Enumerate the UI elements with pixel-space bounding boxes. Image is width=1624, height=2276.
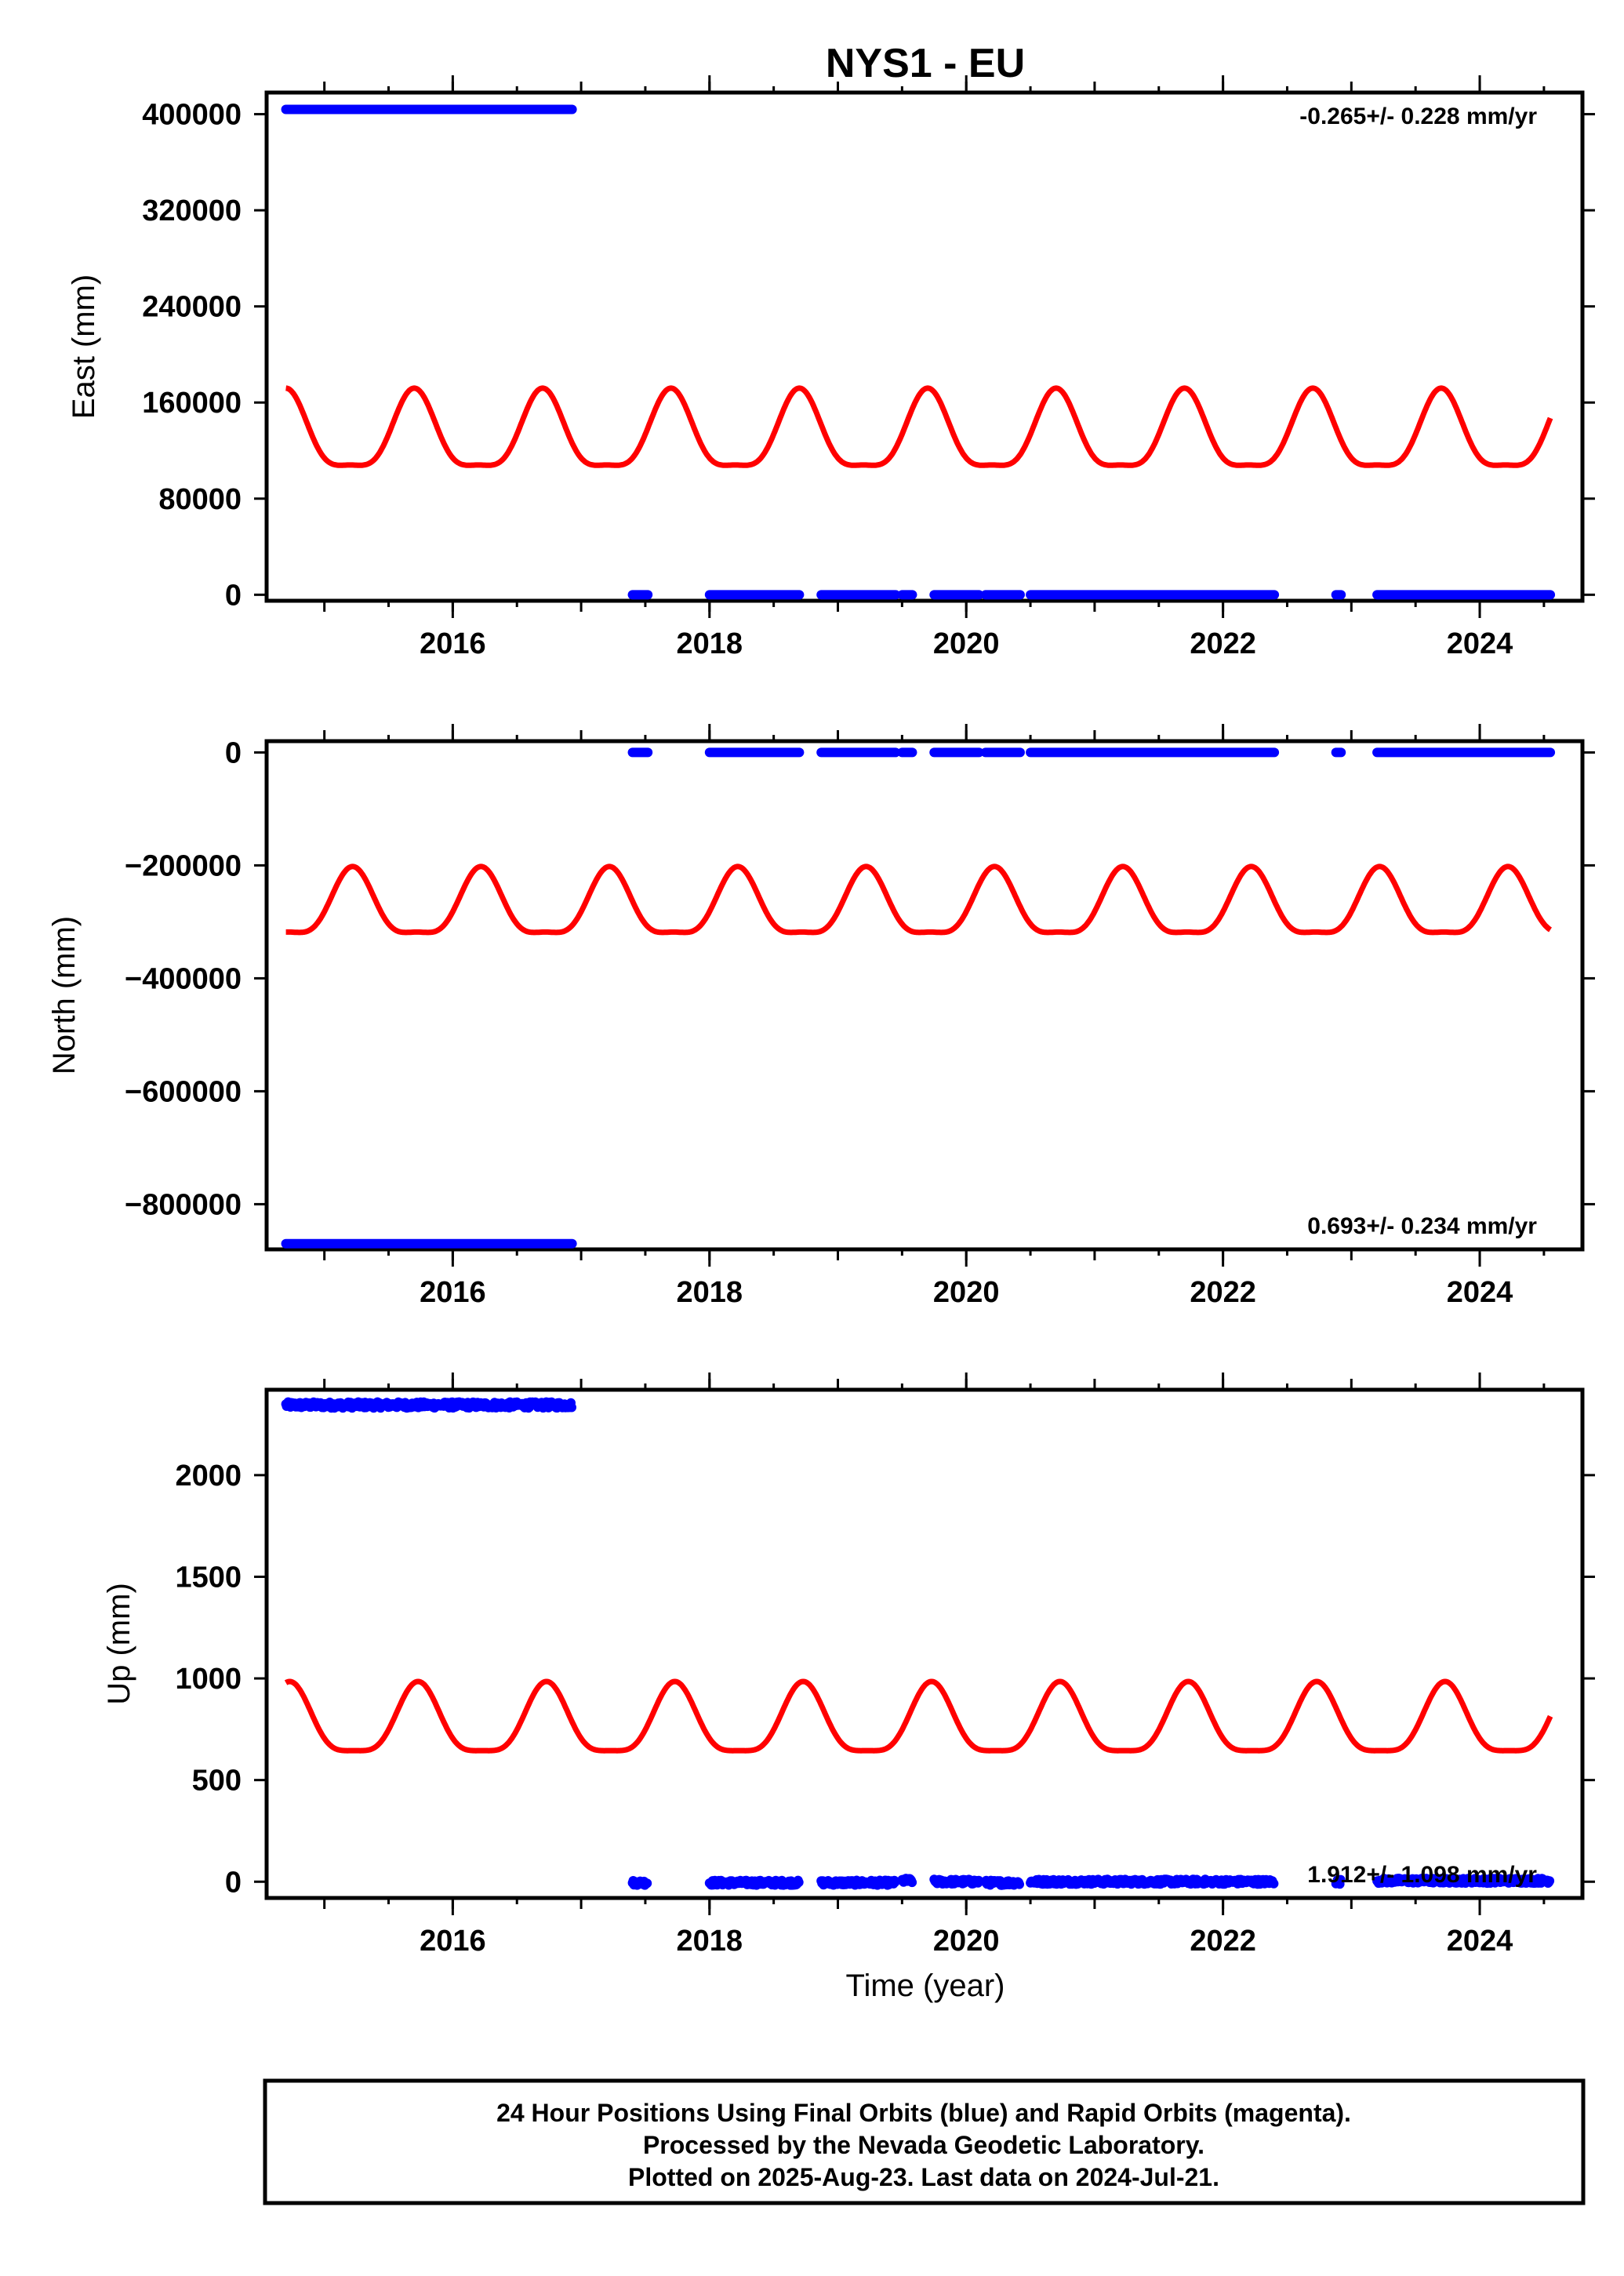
final-orbit-points [627,1876,652,1890]
plot-area-up [281,1397,1555,1890]
plot-area-east [281,104,1556,600]
footer-line-1: 24 Hour Positions Using Final Orbits (bl… [496,2099,1351,2127]
x-tick-label: 2020 [933,1276,1000,1309]
final-orbit-points [1331,1874,1346,1889]
y-tick-label: −600000 [125,1075,242,1108]
x-axis-label: Time (year) [846,1969,1005,2003]
x-tick-label: 2016 [420,1276,486,1309]
y-tick-label: 320000 [142,195,242,227]
final-orbit-point [1335,1874,1346,1885]
y-tick-label: 0 [225,736,242,769]
footer-box: 24 Hour Positions Using Final Orbits (bl… [263,2078,1586,2205]
plot-area-north [281,747,1556,1249]
model-curve-north [284,863,1553,936]
x-tick-label: 2016 [420,627,486,660]
panel-north: 2016 2018 2020 2022 2024 0 −200000 −400000 −6000… [47,724,1595,1309]
x-tick-label: 2022 [1190,1276,1256,1309]
final-orbit-points [980,1875,1024,1890]
y-tick-label: 400000 [142,99,242,132]
x-tick-label: 2022 [1190,1925,1256,1958]
y-tick-label: 0 [225,1866,242,1899]
final-orbit-points [897,1874,917,1888]
final-orbit-point [1269,1878,1279,1889]
panels: 2016 2018 2020 2022 2024 0 80000 160000 240000 32… [47,75,1595,1958]
final-orbit-points [929,1874,984,1889]
final-orbit-point [1015,1879,1024,1889]
footer-line-2: Processed by the Nevada Geodetic Laborat… [643,2131,1204,2159]
final-orbit-point [1545,1876,1555,1886]
y-tick-label: −800000 [125,1188,242,1221]
y-tick-label: 1500 [175,1561,242,1594]
y-tick-label: 500 [192,1765,242,1798]
final-orbit-points [1026,1874,1279,1889]
velocity-label-up: 1.912+/- 1.098 mm/yr [1307,1862,1537,1888]
panel-frame-east [264,90,1585,603]
chart-title: NYS1 - EU [826,41,1025,86]
final-orbit-points [816,1875,900,1890]
panel-frame-north [264,739,1585,1252]
x-tick-label: 2018 [677,1925,743,1958]
model-curve-up [284,1678,1553,1754]
final-orbit-point [642,1878,652,1889]
final-orbit-point [567,1402,576,1413]
y-tick-label: 80000 [158,483,242,516]
x-tick-label: 2024 [1447,1276,1513,1309]
panel-frame-up [264,1387,1585,1900]
y-tick-label: 1000 [175,1663,242,1696]
velocity-label-north: 0.693+/- 0.234 mm/yr [1307,1213,1537,1239]
y-tick-label: 2000 [175,1460,242,1492]
model-curve-east [284,385,1553,468]
y-axis-label-north: North (mm) [47,916,82,1074]
y-axis-label-east: East (mm) [67,275,101,419]
x-tick-label: 2024 [1447,1925,1513,1958]
x-tick-label: 2020 [933,627,1000,660]
final-orbit-points [704,1875,804,1890]
panel-east: 2016 2018 2020 2022 2024 0 80000 160000 240000 32… [67,75,1595,660]
y-tick-label: −400000 [125,962,242,995]
final-orbit-point [794,1878,804,1887]
x-tick-label: 2020 [933,1925,1000,1958]
y-tick-label: 160000 [142,387,242,420]
final-orbit-points [1372,1874,1555,1889]
y-tick-label: −200000 [125,849,242,882]
x-tick-label: 2016 [420,1925,486,1958]
panel-up: 2016 2018 2020 2022 2024 0 500 1000 1500 2000 Up (… [102,1373,1595,1958]
velocity-label-east: -0.265+/- 0.228 mm/yr [1299,104,1537,129]
footer-border [263,2078,1586,2205]
x-tick-label: 2022 [1190,627,1256,660]
x-tick-label: 2024 [1447,627,1513,660]
y-tick-label: 240000 [142,291,242,324]
final-orbit-point [907,1878,917,1888]
x-tick-label: 2018 [677,627,743,660]
x-tick-label: 2018 [677,1276,743,1309]
y-tick-label: 0 [225,579,242,612]
final-orbit-points [281,1397,576,1413]
footer-line-3: Plotted on 2025-Aug-23. Last data on 202… [628,2163,1219,2191]
y-axis-label-up: Up (mm) [102,1583,136,1705]
